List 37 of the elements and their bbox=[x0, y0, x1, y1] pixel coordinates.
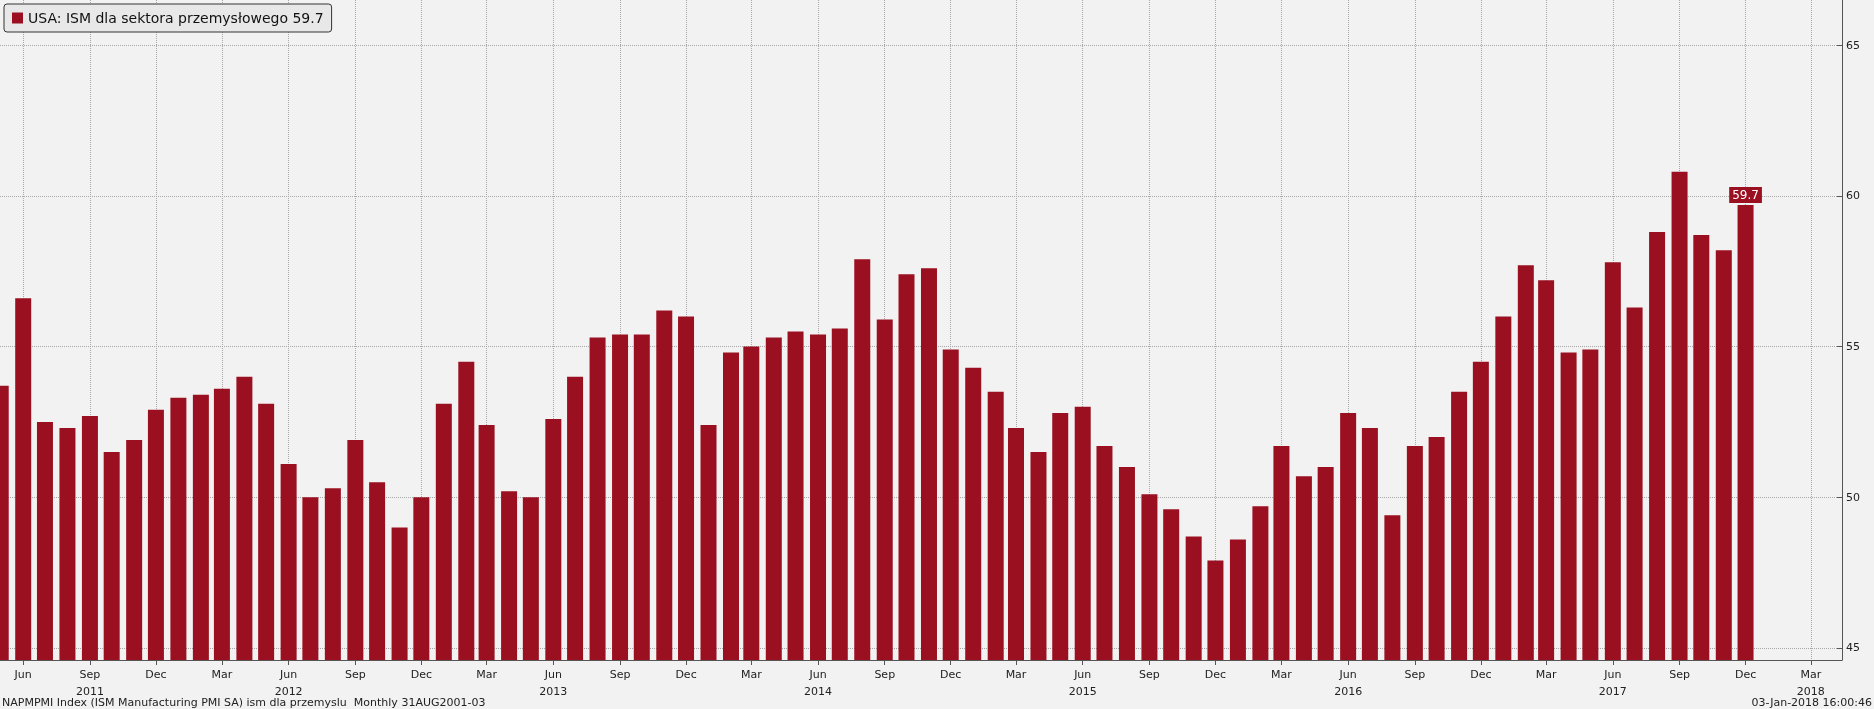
y-tick-label: 45 bbox=[1846, 641, 1860, 655]
text: NAPMPMI Index (ISM Manufacturing PMI SA) ism dla przemyslu Monthly 31AUG2001-03 bbox=[2, 696, 486, 709]
legend-label: USA: ISM dla sektora przemysłowego 59.7 bbox=[28, 10, 324, 26]
y-tick-label: 65 bbox=[1846, 38, 1860, 52]
x-tick-label: Dec bbox=[675, 668, 697, 681]
x-tick-label: Dec bbox=[1734, 668, 1757, 681]
x-tick-label: Dec bbox=[1204, 668, 1227, 681]
x-tick-label: Sep bbox=[1404, 668, 1426, 681]
x-tick-label: Mar bbox=[211, 668, 233, 681]
y-tick-label: 60 bbox=[1846, 189, 1860, 203]
x-tick-label: Sep bbox=[344, 668, 366, 681]
x-tick-label: Mar bbox=[476, 668, 498, 681]
x-tick-label: Mar bbox=[1271, 668, 1293, 681]
y-tick-label: 50 bbox=[1846, 490, 1860, 504]
data-label: 59.7 bbox=[1732, 187, 1759, 202]
text: 03-Jan-2018 16:00:46 bbox=[1751, 696, 1873, 709]
x-tick-label: Dec bbox=[1470, 668, 1492, 681]
x-tick-label: Dec bbox=[410, 668, 432, 681]
x-tick-label: Sep bbox=[1669, 668, 1690, 681]
x-tick-label: Jun bbox=[13, 668, 32, 681]
x-tick-label: Sep bbox=[1139, 668, 1160, 681]
x-tick-label: Jun 2014 bbox=[804, 668, 833, 698]
y-tick-label: 55 bbox=[1846, 340, 1860, 354]
x-tick-label: Sep bbox=[874, 668, 896, 681]
x-tick-label: Jun 2017 bbox=[1598, 668, 1627, 698]
x-tick-label: Jun 2015 bbox=[1068, 668, 1097, 698]
x-tick-label: Jun 2016 bbox=[1334, 668, 1363, 698]
x-tick-label: Mar 2018 bbox=[1796, 668, 1825, 698]
x-tick-label: Dec bbox=[145, 668, 167, 681]
x-tick-label: Jun 2012 bbox=[274, 668, 303, 698]
x-tick-label: Mar bbox=[1535, 668, 1557, 681]
x-tick-label: Mar bbox=[740, 668, 763, 681]
x-tick-label: Sep bbox=[609, 668, 631, 681]
x-tick-label: Sep 2011 bbox=[75, 668, 104, 698]
x-tick-label: Jun 2013 bbox=[539, 668, 568, 698]
x-tick-label: Mar bbox=[1005, 668, 1027, 681]
x-tick-label: Dec bbox=[940, 668, 962, 681]
